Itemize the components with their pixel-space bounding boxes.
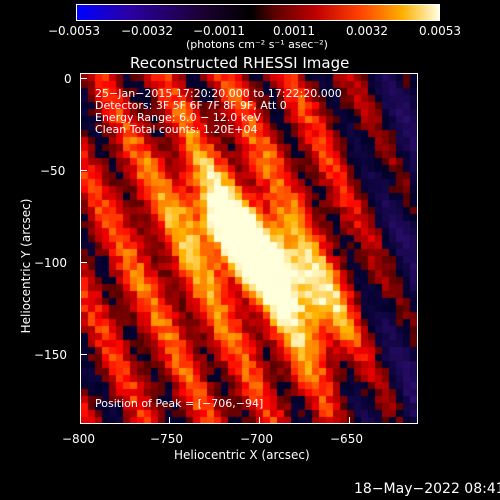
x-tick — [169, 417, 170, 424]
peak-position-label: Position of Peak = [−706,−94] — [95, 397, 264, 410]
x-tick — [349, 417, 350, 424]
heatmap-image — [81, 74, 417, 423]
colorbar-tick-label: 0.0053 — [419, 24, 461, 38]
y-tick — [80, 170, 87, 171]
colorbar-tick-label: −0.0053 — [48, 24, 101, 38]
colorbar — [76, 4, 440, 21]
generation-timestamp: 18−May−2022 08:41 — [354, 481, 500, 497]
y-tick-label: −150 — [34, 348, 67, 362]
colorbar-tick-label: −0.0032 — [121, 24, 174, 38]
x-tick-label: −650 — [330, 432, 363, 446]
colorbar-tick-label: 0.0032 — [346, 24, 388, 38]
x-tick — [259, 417, 260, 424]
info-line: Energy Range: 6.0 − 12.0 keV — [95, 111, 262, 124]
y-tick-label: −50 — [40, 164, 66, 178]
image-plot: 25−Jan−2015 17:20:20.000 to 17:22:20.000… — [80, 73, 418, 424]
info-line: Detectors: 3F 5F 6F 7F 8F 9F, Att 0 — [95, 99, 287, 112]
x-axis-label: Heliocentric X (arcsec) — [174, 448, 310, 462]
colorbar-tick-label: 0.0011 — [273, 24, 315, 38]
info-line: Clean Total counts: 1.20E+04 — [95, 123, 258, 136]
colorbar-unit-label: (photons cm⁻² s⁻¹ asec⁻²) — [186, 38, 328, 51]
info-line: 25−Jan−2015 17:20:20.000 to 17:22:20.000 — [95, 87, 342, 100]
y-tick — [80, 78, 87, 79]
x-tick — [80, 417, 81, 424]
y-tick — [80, 262, 87, 263]
y-tick-label: −100 — [34, 256, 67, 270]
x-tick-label: −750 — [150, 432, 183, 446]
y-tick — [80, 354, 87, 355]
x-tick-label: −700 — [240, 432, 273, 446]
y-axis-label: Heliocentric Y (arcsec) — [19, 198, 33, 334]
y-tick-label: 0 — [64, 72, 72, 86]
colorbar-tick-label: −0.0011 — [193, 24, 246, 38]
x-tick-label: −800 — [62, 432, 95, 446]
plot-title: Reconstructed RHESSI Image — [130, 54, 350, 72]
